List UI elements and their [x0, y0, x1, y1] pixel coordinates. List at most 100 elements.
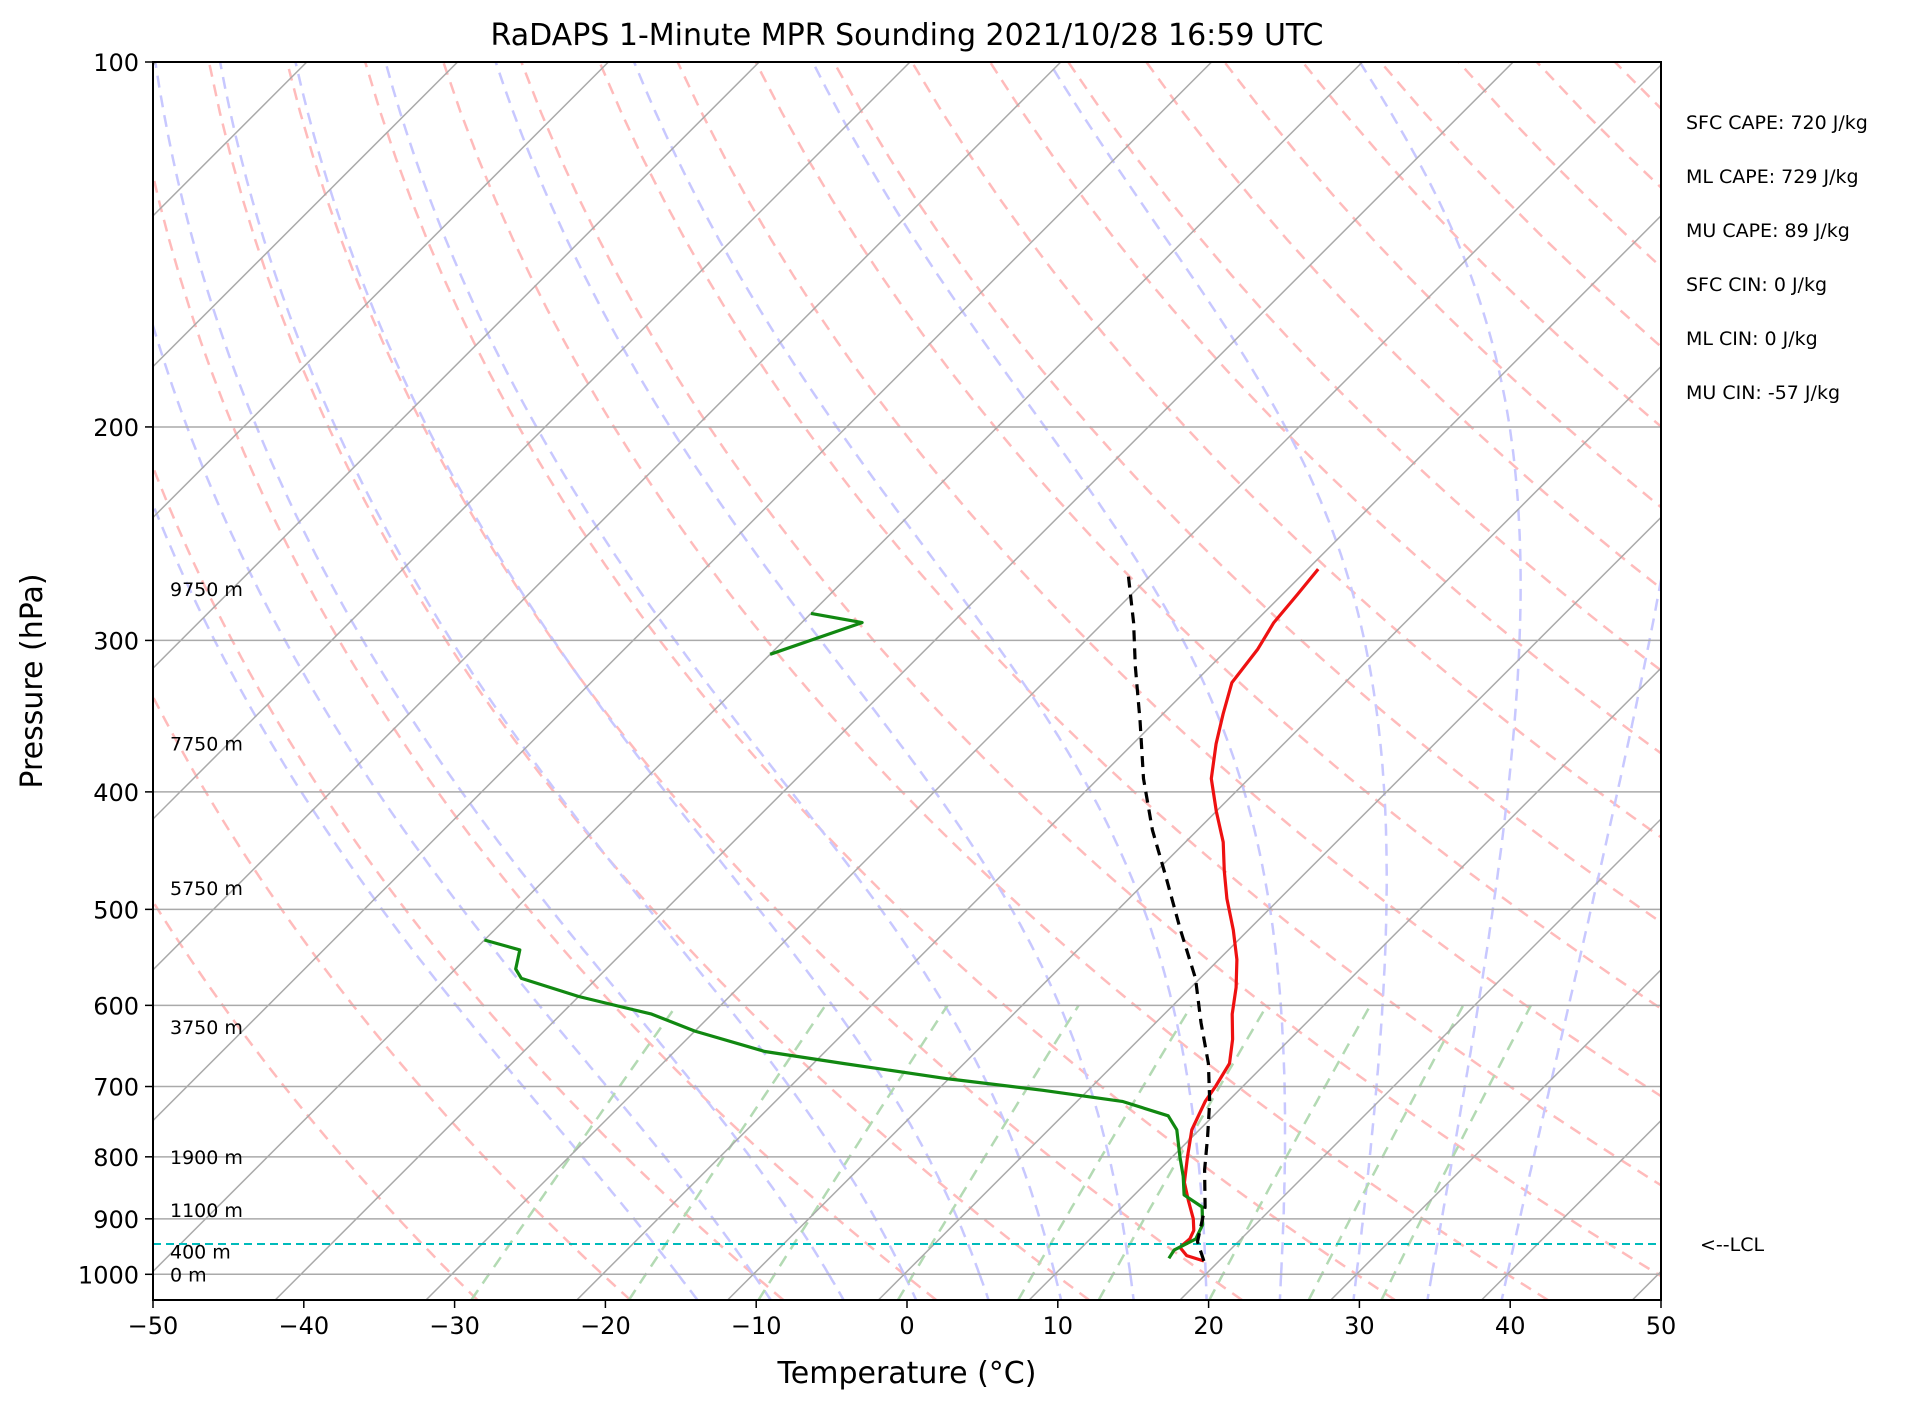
dry-adiabat-line — [1535, 62, 1661, 190]
stat-line: ML CAPE: 729 J/kg — [1686, 166, 1859, 188]
moist-adiabat-line — [1358, 62, 1522, 1275]
dry-adiabat-line — [1067, 62, 1661, 672]
dry-adiabat-line — [207, 62, 1090, 1300]
isotherm-line — [153, 62, 1213, 1122]
moist-adiabat-line — [218, 62, 906, 1275]
height-label: 5750 m — [170, 878, 243, 900]
height-label: 9750 m — [170, 579, 243, 601]
stats-panel: SFC CAPE: 720 J/kg ML CAPE: 729 J/kg MU CA… — [1686, 112, 1868, 404]
dry-adiabat-line — [988, 62, 1661, 755]
dry-adiabat-line — [153, 899, 479, 1300]
moist-adiabat-line — [752, 1273, 772, 1300]
moist-adiabat-line — [153, 321, 755, 1276]
y-tick-label: 900 — [93, 1206, 139, 1234]
dry-adiabat-line — [910, 62, 1661, 839]
dry-adiabat-line — [1457, 62, 1661, 269]
dewpoint-upper-line — [769, 611, 864, 656]
isotherm-line — [1481, 1119, 1661, 1300]
moist-adiabat-line — [1047, 62, 1388, 1275]
isotherm-line — [153, 62, 1363, 1273]
y-tick-label: 200 — [93, 414, 139, 442]
isotherm-line — [1179, 817, 1661, 1300]
isotherm-line — [153, 62, 760, 670]
moist-adiabat-line — [1352, 1274, 1358, 1300]
moist-adiabat-line — [811, 62, 1287, 1275]
dewpoint-line — [483, 938, 1205, 1260]
moist-adiabat-line — [154, 62, 830, 1275]
plot-frame — [152, 61, 1662, 1301]
moist-adiabat-line — [294, 62, 981, 1275]
isotherm-line — [153, 62, 609, 519]
dry-adiabat-line — [285, 62, 1243, 1300]
height-label: 3750 m — [170, 1017, 243, 1039]
isotherm-line — [727, 365, 1661, 1300]
y-axis-label: Pressure (hPa) — [15, 573, 50, 788]
moist-adiabat-line — [902, 1273, 918, 1300]
dry-adiabat-line — [520, 62, 1661, 1278]
y-tick-label: 1000 — [78, 1261, 139, 1289]
dry-adiabat-line — [153, 463, 785, 1300]
stat-line: SFC CIN: 0 J/kg — [1686, 274, 1827, 296]
y-tick-label: 500 — [93, 896, 139, 924]
moist-adiabat-line — [827, 1273, 845, 1300]
y-tick-label: 400 — [93, 779, 139, 807]
mixing-ratio-line — [896, 1004, 1080, 1300]
dry-adiabat-line — [1614, 62, 1661, 111]
y-tick-label: 800 — [93, 1144, 139, 1172]
chart-title: RaDAPS 1-Minute MPR Sounding 2021/10/28 … — [491, 18, 1324, 53]
moist-adiabat-line — [1129, 1274, 1135, 1300]
stat-line: MU CAPE: 89 J/kg — [1686, 220, 1850, 242]
isotherm-line — [153, 62, 459, 368]
moist-adiabat-line — [1506, 573, 1661, 1275]
moist-adiabat-line — [978, 1273, 990, 1300]
mixing-ratio-line — [1097, 1004, 1268, 1300]
x-axis-label: Temperature (°C) — [777, 1356, 1037, 1391]
mixing-ratio-line — [757, 1004, 949, 1300]
moist-adiabat-line — [676, 1273, 699, 1300]
x-tick-label: 30 — [1344, 1312, 1375, 1340]
dry-adiabat-line — [364, 62, 1396, 1300]
axis-ticks: −50 −40 −30 −20 −10 0 10 20 30 40 50 100 200 300 400 50… — [78, 49, 1676, 1340]
dry-adiabat-line — [598, 62, 1661, 1187]
isotherm-line — [153, 62, 911, 821]
lcl-label: <--LCL — [1700, 1234, 1764, 1256]
dry-adiabat-line — [1693, 62, 1911, 1300]
moist-adiabat-line — [1500, 1274, 1509, 1300]
dry-adiabat-line — [1145, 62, 1661, 590]
x-tick-label: 40 — [1495, 1312, 1526, 1340]
mixing-ratio-line — [470, 1004, 678, 1300]
moist-adiabat-line — [153, 501, 679, 1276]
y-tick-label: 100 — [93, 49, 139, 77]
x-tick-label: −50 — [128, 1312, 179, 1340]
y-tick-label: 600 — [93, 992, 139, 1020]
mixing-ratio-line — [1208, 1004, 1372, 1300]
dry-adiabat-line — [442, 62, 1549, 1300]
height-label: 1100 m — [170, 1200, 243, 1222]
x-tick-label: −20 — [580, 1312, 631, 1340]
moist-adiabat-line — [384, 62, 1057, 1275]
isotherm-line — [153, 62, 1062, 971]
stat-line: MU CIN: -57 J/kg — [1686, 382, 1840, 404]
moist-adiabat-line — [1053, 1274, 1063, 1300]
dry-adiabat-line — [1301, 62, 1661, 429]
y-tick-label: 700 — [93, 1074, 139, 1102]
mixing-ratio-line — [1017, 1004, 1193, 1300]
isotherm-line — [274, 62, 1514, 1300]
dry-adiabat-line — [153, 169, 937, 1300]
stat-line: SFC CAPE: 720 J/kg — [1686, 112, 1868, 134]
x-tick-label: −10 — [731, 1312, 782, 1340]
mixing-ratio-line — [1380, 1004, 1533, 1300]
isotherm-line — [576, 214, 1661, 1300]
moist-adiabat-line — [1204, 1274, 1208, 1300]
dry-adiabat-line — [754, 62, 1661, 1011]
height-label: 0 m — [170, 1264, 207, 1286]
mixing-ratio-line — [1307, 1004, 1465, 1300]
moist-adiabat-line — [1426, 1274, 1434, 1300]
x-tick-label: 10 — [1043, 1312, 1074, 1340]
isotherm-line — [877, 516, 1661, 1300]
isotherm-line — [0, 62, 5, 1300]
mixing-ratio-line — [627, 1004, 827, 1300]
x-tick-label: 50 — [1646, 1312, 1677, 1340]
